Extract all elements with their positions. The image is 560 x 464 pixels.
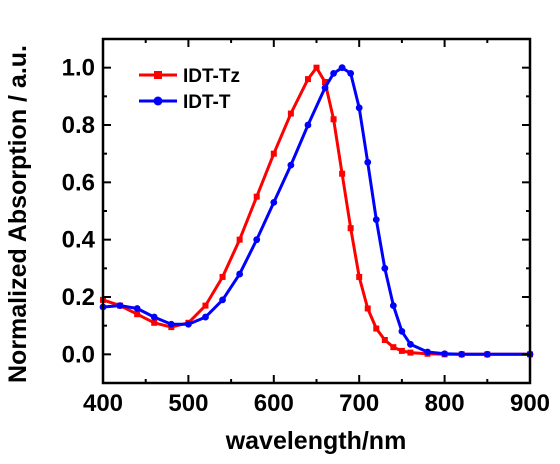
y-tick-label: 1.0 [62, 55, 95, 82]
x-tick-label: 600 [254, 390, 294, 417]
data-point [219, 296, 226, 304]
data-point [185, 320, 192, 328]
data-point [356, 273, 363, 280]
y-tick-label: 0.8 [62, 112, 95, 139]
legend-marker-0 [154, 71, 162, 79]
data-point [355, 104, 363, 112]
data-point [390, 344, 397, 351]
data-point [287, 110, 294, 117]
x-tick-label: 700 [339, 390, 379, 417]
data-point [347, 70, 355, 77]
x-tick-label: 500 [168, 390, 208, 417]
data-point [134, 311, 141, 318]
data-point [372, 216, 380, 224]
data-point [270, 150, 277, 157]
data-point [330, 70, 337, 77]
data-point [441, 350, 448, 358]
legend-marker-1 [153, 96, 163, 106]
data-point [338, 64, 346, 72]
legend-label-1: IDT-T [183, 92, 231, 113]
data-point [219, 273, 226, 280]
y-axis-title: Normalized Absorption / a.u. [4, 45, 32, 383]
x-axis-title: wavelength/nm [225, 427, 407, 455]
data-point [304, 121, 312, 129]
y-tick-label: 0.2 [62, 284, 95, 311]
data-point [424, 348, 431, 356]
data-point [167, 320, 175, 328]
data-point [458, 350, 466, 358]
data-point [321, 84, 329, 92]
data-point [253, 236, 261, 244]
data-point [287, 161, 295, 169]
y-tick-label: 0.4 [62, 227, 96, 254]
y-tick-label: 0.6 [62, 169, 95, 196]
data-point [202, 313, 209, 321]
y-tick-label: 0.0 [62, 341, 95, 368]
data-point [398, 328, 406, 335]
data-point [398, 347, 405, 354]
x-tick-label: 800 [425, 390, 465, 417]
data-point [116, 302, 124, 309]
data-point [151, 319, 158, 326]
data-point [381, 264, 389, 272]
data-point [150, 313, 158, 321]
data-point [236, 270, 244, 278]
legend-label-0: IDT-Tz [183, 66, 240, 87]
data-point [407, 340, 414, 348]
data-point [304, 76, 311, 83]
x-tick-label: 900 [510, 390, 550, 417]
series-1 [99, 64, 534, 358]
data-point [381, 337, 388, 343]
data-point [407, 349, 414, 356]
data-point [347, 225, 354, 232]
tick-layer: 400 500 600 700 800 900 0.0 0.2 0.4 0.6 0.8 1.0 [62, 39, 550, 417]
data-point [236, 236, 243, 243]
data-point [330, 116, 337, 123]
data-point [313, 64, 320, 71]
x-tick-label: 400 [83, 390, 123, 417]
data-point [364, 158, 372, 166]
data-point [364, 305, 371, 312]
data-point [322, 79, 329, 85]
data-point [270, 199, 278, 206]
data-point [339, 170, 346, 177]
data-point [389, 302, 397, 309]
data-point [483, 350, 491, 358]
legend: IDT-Tz IDT-T [139, 66, 240, 113]
data-point [373, 325, 380, 332]
data-point [202, 302, 209, 309]
data-point [133, 305, 141, 312]
data-point [253, 193, 260, 200]
